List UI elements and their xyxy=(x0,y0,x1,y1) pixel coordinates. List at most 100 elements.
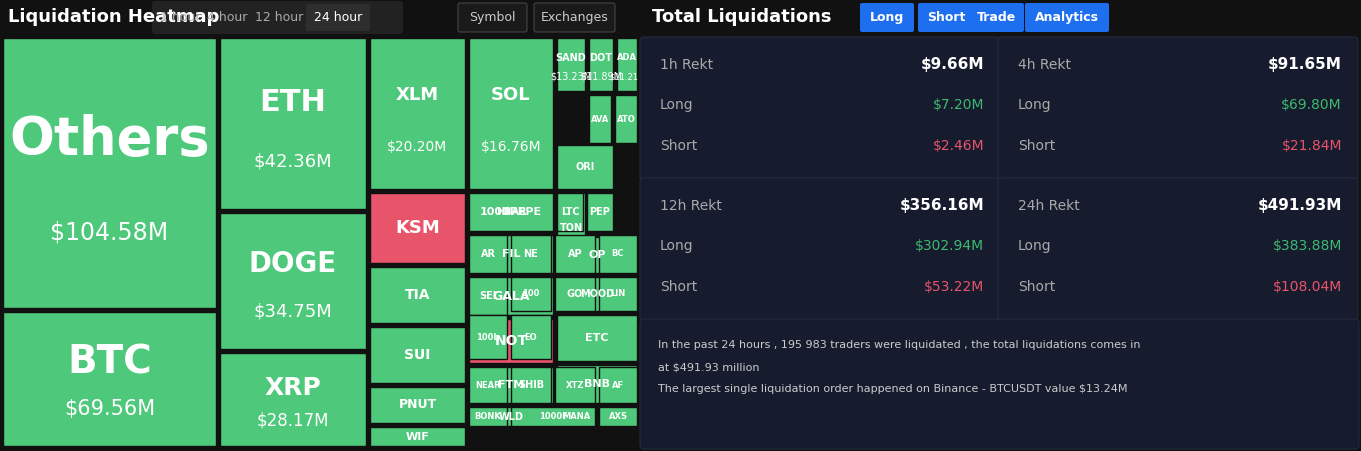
Text: Short: Short xyxy=(660,138,697,152)
Text: $13.23M: $13.23M xyxy=(550,72,592,82)
Bar xyxy=(510,315,551,359)
Text: EO: EO xyxy=(525,332,538,341)
Bar xyxy=(557,193,583,231)
Text: HBAR: HBAR xyxy=(495,207,527,217)
Text: $383.88M: $383.88M xyxy=(1273,239,1342,253)
Bar xyxy=(615,95,637,143)
Bar xyxy=(470,367,508,403)
Text: $2.46M: $2.46M xyxy=(932,138,984,152)
Text: Short: Short xyxy=(1018,280,1055,294)
Bar xyxy=(557,315,637,361)
Bar xyxy=(599,407,637,426)
Text: $356.16M: $356.16M xyxy=(900,198,984,213)
Text: BNB: BNB xyxy=(584,379,610,389)
Text: WLD: WLD xyxy=(498,411,524,422)
Text: $91.65M: $91.65M xyxy=(1268,57,1342,72)
Text: $21.84M: $21.84M xyxy=(1282,138,1342,152)
Text: at $491.93 million: at $491.93 million xyxy=(657,362,759,372)
Bar xyxy=(470,235,553,273)
Text: PEP: PEP xyxy=(589,207,611,217)
Bar xyxy=(510,277,551,311)
Text: ATO: ATO xyxy=(617,115,636,124)
Text: SHIB: SHIB xyxy=(519,380,544,390)
Text: $42.36M: $42.36M xyxy=(253,152,332,170)
Text: 24 hour: 24 hour xyxy=(314,11,362,24)
Text: $104.58M: $104.58M xyxy=(50,221,169,245)
Bar xyxy=(555,277,595,311)
Text: $28.17M: $28.17M xyxy=(257,411,329,429)
Bar xyxy=(220,213,366,349)
FancyBboxPatch shape xyxy=(459,3,527,32)
Text: SOL: SOL xyxy=(491,86,531,104)
Text: NEAR: NEAR xyxy=(475,381,501,390)
Text: MANA: MANA xyxy=(562,412,591,421)
Text: $69.56M: $69.56M xyxy=(64,399,155,419)
Bar xyxy=(510,407,595,426)
Text: Symbol: Symbol xyxy=(470,11,516,24)
Text: OP: OP xyxy=(588,250,606,260)
Text: NOT: NOT xyxy=(494,334,528,348)
FancyBboxPatch shape xyxy=(640,178,1000,321)
FancyBboxPatch shape xyxy=(640,37,1000,180)
Bar xyxy=(557,365,637,403)
Bar xyxy=(470,407,553,426)
Text: $20.20M: $20.20M xyxy=(388,140,448,154)
Bar xyxy=(510,367,551,403)
Bar xyxy=(3,312,216,446)
Bar xyxy=(3,38,216,308)
Bar xyxy=(599,367,637,403)
Bar xyxy=(470,277,508,315)
Bar xyxy=(470,193,553,231)
Text: $108.04M: $108.04M xyxy=(1273,280,1342,294)
Bar xyxy=(220,353,366,446)
Text: $34.75M: $34.75M xyxy=(253,302,332,320)
Text: Short: Short xyxy=(927,11,965,24)
Text: AR: AR xyxy=(480,249,495,259)
Bar xyxy=(599,235,637,273)
Text: SUI: SUI xyxy=(404,348,430,362)
Text: SEI: SEI xyxy=(479,291,497,301)
Text: WIF: WIF xyxy=(406,432,429,442)
Text: Long: Long xyxy=(870,11,904,24)
FancyBboxPatch shape xyxy=(640,319,1360,449)
Bar xyxy=(470,367,553,403)
Bar xyxy=(589,38,612,91)
Text: $53.22M: $53.22M xyxy=(924,280,984,294)
Text: TON: TON xyxy=(559,223,583,233)
Bar xyxy=(555,367,595,403)
Text: BONK: BONK xyxy=(475,412,501,421)
Text: MOOD: MOOD xyxy=(580,289,614,299)
Bar xyxy=(555,235,595,273)
Text: LIN: LIN xyxy=(610,290,626,299)
Text: $11.89M: $11.89M xyxy=(580,72,622,82)
Text: BTC: BTC xyxy=(67,344,152,382)
Text: $9.66M: $9.66M xyxy=(920,57,984,72)
FancyBboxPatch shape xyxy=(998,37,1358,180)
Text: LTC: LTC xyxy=(561,207,580,217)
Text: 100b: 100b xyxy=(476,332,499,341)
Text: AXS: AXS xyxy=(608,412,627,421)
Text: ORI: ORI xyxy=(576,162,595,172)
Text: Long: Long xyxy=(660,98,694,112)
Text: Liquidation Heatmap: Liquidation Heatmap xyxy=(8,9,219,27)
Text: XRP: XRP xyxy=(264,376,321,400)
Text: 1 hour: 1 hour xyxy=(161,11,200,24)
Bar xyxy=(557,38,585,91)
Text: ADA: ADA xyxy=(617,53,637,62)
Bar xyxy=(370,38,465,189)
Bar xyxy=(470,277,553,315)
Text: Trade: Trade xyxy=(977,11,1017,24)
Text: $7.20M: $7.20M xyxy=(932,98,984,112)
FancyBboxPatch shape xyxy=(534,3,615,32)
Text: Long: Long xyxy=(1018,98,1052,112)
Bar xyxy=(470,407,508,426)
Text: GO: GO xyxy=(568,289,583,299)
Text: AP: AP xyxy=(568,249,583,259)
Bar xyxy=(557,407,595,426)
FancyBboxPatch shape xyxy=(306,4,370,31)
Text: Short: Short xyxy=(660,280,697,294)
Text: DOT: DOT xyxy=(589,53,612,63)
Text: PNUT: PNUT xyxy=(399,399,437,411)
Bar xyxy=(617,38,637,91)
Text: In the past 24 hours , 195 983 traders were liquidated , the total liquidations : In the past 24 hours , 195 983 traders w… xyxy=(657,340,1141,350)
